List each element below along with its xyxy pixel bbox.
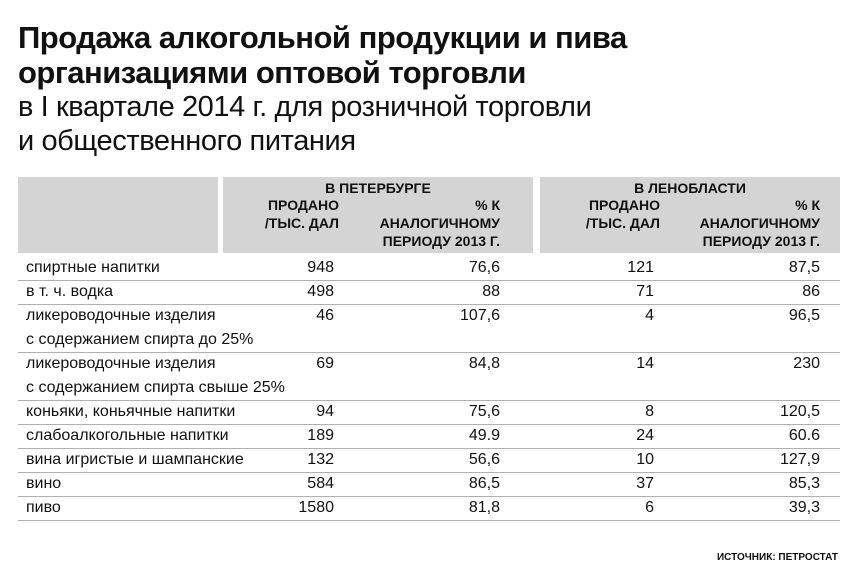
row-divider — [18, 400, 840, 401]
row-label: вино — [26, 475, 62, 492]
row-label: в т. ч. водка — [26, 283, 114, 300]
row-divider — [18, 280, 840, 281]
row-label-continued: с содержанием спирта свыше 25% — [26, 379, 285, 396]
cell-spb-sold: 948 — [307, 259, 334, 276]
header-lo-pct-line1: % К — [795, 197, 820, 213]
row-divider — [18, 304, 840, 305]
cell-spb-pct: 56,6 — [468, 451, 500, 468]
cell-spb-pct: 75,6 — [468, 403, 500, 420]
cell-spb-pct: 84,8 — [468, 355, 500, 372]
table-row: вина игристые и шампанские 132 56,6 10 127,9 — [18, 448, 840, 472]
header-spb-pct: % К АНАЛОГИЧНОМУ ПЕРИОДУ 2013 Г. — [340, 196, 500, 250]
table-row: пиво 1580 81,8 6 39,3 — [18, 496, 840, 520]
header-lo-pct: % К АНАЛОГИЧНОМУ ПЕРИОДУ 2013 Г. — [664, 196, 820, 250]
row-label: ликероводочные изделия — [26, 307, 216, 324]
cell-spb-pct: 107,6 — [459, 307, 500, 324]
row-label: ликероводочные изделия — [26, 355, 216, 372]
cell-spb-sold: 132 — [307, 451, 334, 468]
header-spb-pct-line1: % К — [475, 197, 500, 213]
row-label: пиво — [26, 499, 61, 516]
header-lo-sold: ПРОДАНО /ТЫС. ДАЛ — [540, 196, 660, 232]
header-lo-sold-line1: ПРОДАНО — [588, 197, 660, 213]
header-bg-spb — [223, 177, 533, 253]
chart-title-block: Продажа алкогольной продукции и пива орг… — [18, 20, 838, 158]
row-label: коньяки, коньячные напитки — [26, 403, 236, 420]
cell-lo-pct: 39,3 — [788, 499, 820, 516]
table-row: слабоалкогольные напитки 189 49.9 24 60.6 — [18, 424, 840, 448]
row-divider — [18, 352, 840, 353]
cell-lo-sold: 71 — [636, 283, 654, 300]
cell-lo-pct: 127,9 — [779, 451, 820, 468]
header-spb-sold-line1: ПРОДАНО — [267, 197, 339, 213]
cell-lo-sold: 6 — [645, 499, 654, 516]
cell-lo-pct: 85,3 — [788, 475, 820, 492]
table-row: в т. ч. водка 498 88 71 86 — [18, 280, 840, 304]
header-lo-pct-line2: АНАЛОГИЧНОМУ — [699, 215, 820, 231]
table-row: ликероводочные изделия с содержанием спир… — [18, 352, 840, 400]
header-spb-pct-line2: АНАЛОГИЧНОМУ — [379, 215, 500, 231]
cell-spb-pct: 49.9 — [468, 427, 500, 444]
cell-lo-pct: 87,5 — [788, 259, 820, 276]
cell-lo-pct: 230 — [793, 355, 820, 372]
cell-lo-pct: 96,5 — [788, 307, 820, 324]
cell-spb-sold: 498 — [307, 283, 334, 300]
cell-spb-sold: 46 — [316, 307, 334, 324]
header-spb-sold-line2: /ТЫС. ДАЛ — [264, 215, 339, 231]
header-group-lo: В ЛЕНОБЛАСТИ — [634, 180, 746, 196]
table-row: вино 584 86,5 37 85,3 — [18, 472, 840, 496]
cell-lo-pct: 120,5 — [779, 403, 820, 420]
cell-spb-sold: 94 — [316, 403, 334, 420]
table-row: коньяки, коньячные напитки 94 75,6 8 120,5 — [18, 400, 840, 424]
row-divider — [18, 448, 840, 449]
cell-spb-sold: 69 — [316, 355, 334, 372]
header-spb-pct-line3: ПЕРИОДУ 2013 Г. — [382, 233, 500, 249]
cell-spb-pct: 88 — [482, 283, 500, 300]
table-row: спиртные напитки 948 76,6 121 87,5 — [18, 256, 840, 280]
row-label: слабоалкогольные напитки — [26, 427, 229, 444]
table-row: ликероводочные изделия с содержанием спир… — [18, 304, 840, 352]
cell-lo-sold: 14 — [636, 355, 654, 372]
cell-lo-sold: 10 — [636, 451, 654, 468]
row-divider — [18, 424, 840, 425]
cell-spb-sold: 189 — [307, 427, 334, 444]
title-line-1: Продажа алкогольной продукции и пива — [18, 20, 627, 55]
title-line-4: и общественного питания — [18, 125, 356, 157]
cell-lo-sold: 24 — [636, 427, 654, 444]
cell-lo-sold: 4 — [645, 307, 654, 324]
row-divider — [18, 472, 840, 473]
cell-lo-pct: 60.6 — [788, 427, 820, 444]
cell-spb-pct: 86,5 — [468, 475, 500, 492]
cell-lo-sold: 8 — [645, 403, 654, 420]
row-divider — [18, 496, 840, 497]
cell-lo-sold: 121 — [627, 259, 654, 276]
title-line-2: организациями оптовой торговли — [18, 55, 526, 90]
title-line-3: в I квартале 2014 г. для розничной торго… — [18, 91, 592, 123]
cell-lo-pct: 86 — [802, 283, 820, 300]
source-note: ИСТОЧНИК: ПЕТРОСТАТ — [716, 552, 838, 563]
header-bg-label — [18, 177, 218, 253]
header-lo-pct-line3: ПЕРИОДУ 2013 Г. — [702, 233, 820, 249]
cell-spb-pct: 76,6 — [468, 259, 500, 276]
header-lo-sold-line2: /ТЫС. ДАЛ — [585, 215, 660, 231]
cell-spb-sold: 1580 — [298, 499, 334, 516]
header-group-spb: В ПЕТЕРБУРГЕ — [325, 180, 431, 196]
header-bg-lo — [540, 177, 840, 253]
header-spb-sold: ПРОДАНО /ТЫС. ДАЛ — [223, 196, 339, 232]
cell-spb-pct: 81,8 — [468, 499, 500, 516]
row-label: вина игристые и шампанские — [26, 451, 244, 468]
row-divider — [18, 520, 840, 521]
cell-spb-sold: 584 — [307, 475, 334, 492]
cell-lo-sold: 37 — [636, 475, 654, 492]
row-label-continued: с содержанием спирта до 25% — [26, 331, 254, 348]
row-label: спиртные напитки — [26, 259, 160, 276]
